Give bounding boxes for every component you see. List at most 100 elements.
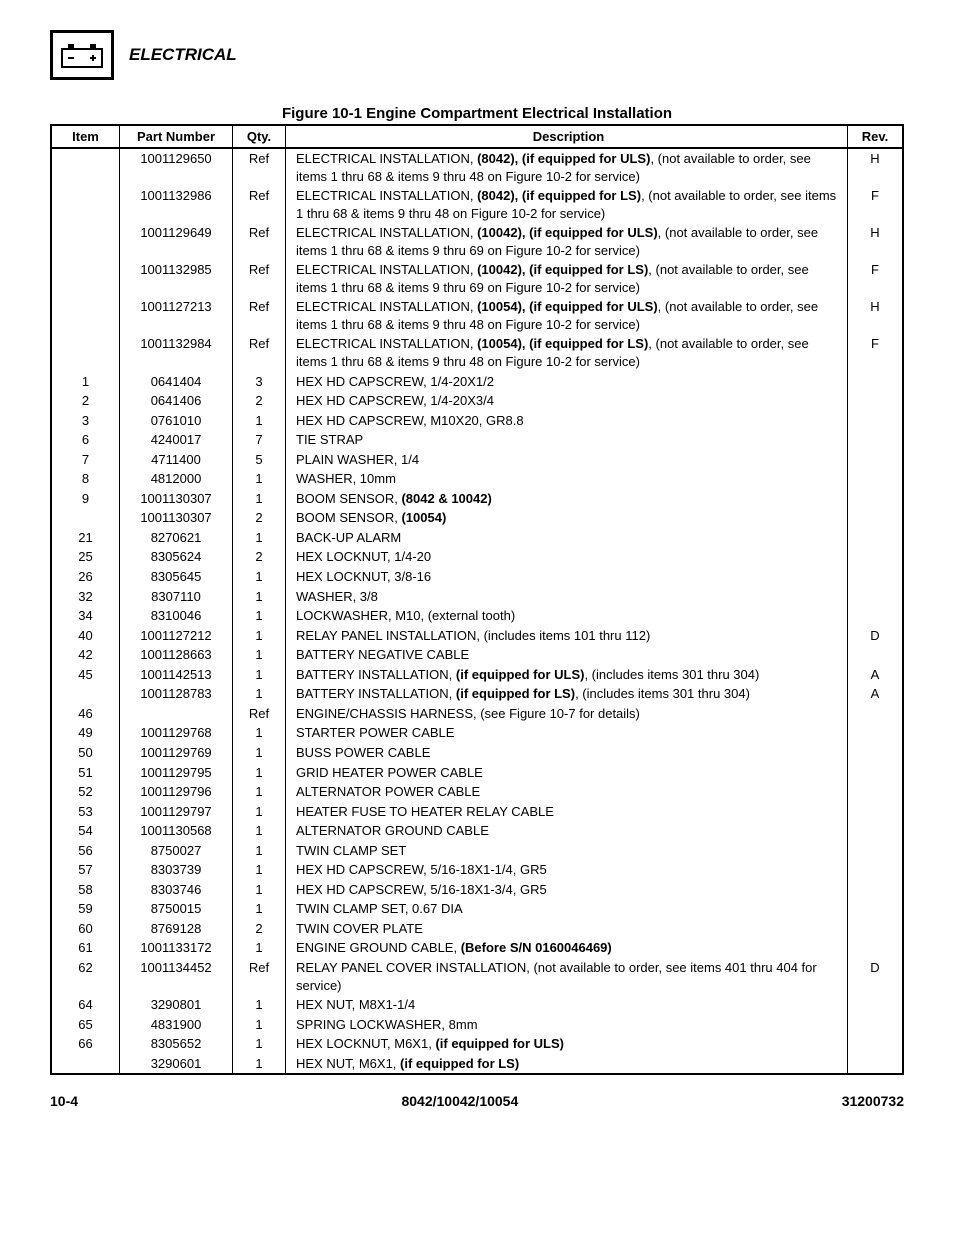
table-row: 1001132984RefELECTRICAL INSTALLATION, (1… [51, 334, 903, 371]
cell-qty: 1 [233, 684, 286, 704]
cell-item: 57 [51, 860, 120, 880]
table-row: 5110011297951GRID HEATER POWER CABLE [51, 763, 903, 783]
cell-part: 1001132986 [120, 186, 233, 223]
cell-rev [848, 547, 904, 567]
cell-item: 3 [51, 411, 120, 431]
cell-desc: HEX LOCKNUT, M6X1, (if equipped for ULS) [286, 1034, 848, 1054]
cell-qty: 1 [233, 1054, 286, 1075]
cell-item [51, 186, 120, 223]
table-row: 10011287831BATTERY INSTALLATION, (if equ… [51, 684, 903, 704]
cell-rev [848, 743, 904, 763]
cell-desc: WASHER, 10mm [286, 469, 848, 489]
cell-part: 1001129650 [120, 148, 233, 186]
col-part-header: Part Number [120, 125, 233, 148]
table-row: 4210011286631BATTERY NEGATIVE CABLE [51, 645, 903, 665]
table-row: 5010011297691BUSS POWER CABLE [51, 743, 903, 763]
cell-rev [848, 606, 904, 626]
cell-item [51, 334, 120, 371]
cell-part: 1001130307 [120, 489, 233, 509]
cell-qty: 1 [233, 880, 286, 900]
cell-part: 1001134452 [120, 958, 233, 995]
cell-item: 45 [51, 665, 120, 685]
cell-qty: Ref [233, 297, 286, 334]
cell-rev: F [848, 260, 904, 297]
cell-desc: SPRING LOCKWASHER, 8mm [286, 1015, 848, 1035]
cell-part: 1001127213 [120, 297, 233, 334]
cell-rev [848, 489, 904, 509]
cell-rev [848, 469, 904, 489]
cell-desc: BATTERY INSTALLATION, (if equipped for U… [286, 665, 848, 685]
cell-qty: Ref [233, 958, 286, 995]
cell-item: 49 [51, 723, 120, 743]
cell-rev [848, 411, 904, 431]
figure-title: Figure 10-1 Engine Compartment Electrica… [50, 105, 904, 122]
cell-item [51, 223, 120, 260]
cell-rev [848, 645, 904, 665]
cell-item [51, 297, 120, 334]
cell-item: 53 [51, 802, 120, 822]
cell-rev [848, 1015, 904, 1035]
cell-qty: 2 [233, 508, 286, 528]
cell-part: 1001129649 [120, 223, 233, 260]
cell-desc: HEX LOCKNUT, 1/4-20 [286, 547, 848, 567]
cell-part: 8307110 [120, 587, 233, 607]
col-rev-header: Rev. [848, 125, 904, 148]
cell-rev [848, 919, 904, 939]
cell-desc: HEX NUT, M8X1-1/4 [286, 995, 848, 1015]
cell-qty: 2 [233, 391, 286, 411]
footer-right: 31200732 [842, 1093, 904, 1109]
cell-rev [848, 821, 904, 841]
cell-part: 0641404 [120, 372, 233, 392]
cell-item [51, 148, 120, 186]
table-row: 6548319001SPRING LOCKWASHER, 8mm [51, 1015, 903, 1035]
cell-qty: 1 [233, 860, 286, 880]
table-row: 46RefENGINE/CHASSIS HARNESS, (see Figure… [51, 704, 903, 724]
cell-rev [848, 391, 904, 411]
cell-part: 1001130568 [120, 821, 233, 841]
cell-qty: Ref [233, 260, 286, 297]
cell-rev [848, 802, 904, 822]
cell-desc: ELECTRICAL INSTALLATION, (10042), (if eq… [286, 223, 848, 260]
cell-rev [848, 508, 904, 528]
table-row: 642400177TIE STRAP [51, 430, 903, 450]
cell-rev [848, 372, 904, 392]
cell-rev [848, 528, 904, 548]
cell-rev [848, 860, 904, 880]
cell-qty: 1 [233, 763, 286, 783]
cell-part: 1001129795 [120, 763, 233, 783]
cell-qty: 2 [233, 547, 286, 567]
parts-table: Item Part Number Qty. Description Rev. 1… [50, 124, 904, 1075]
table-row: 848120001WASHER, 10mm [51, 469, 903, 489]
cell-item: 7 [51, 450, 120, 470]
cell-part: 1001142513 [120, 665, 233, 685]
cell-part: 8305645 [120, 567, 233, 587]
cell-part: 1001129769 [120, 743, 233, 763]
cell-part: 1001129796 [120, 782, 233, 802]
cell-desc: HEX HD CAPSCREW, 5/16-18X1-1/4, GR5 [286, 860, 848, 880]
cell-item: 52 [51, 782, 120, 802]
cell-desc: BOOM SENSOR, (10054) [286, 508, 848, 528]
cell-part: 8303746 [120, 880, 233, 900]
table-row: 5410011305681ALTERNATOR GROUND CABLE [51, 821, 903, 841]
cell-desc: ELECTRICAL INSTALLATION, (10042), (if eq… [286, 260, 848, 297]
table-row: 32906011HEX NUT, M6X1, (if equipped for … [51, 1054, 903, 1075]
cell-rev [848, 567, 904, 587]
footer-center: 8042/10042/10054 [401, 1093, 518, 1109]
cell-desc: HEX NUT, M6X1, (if equipped for LS) [286, 1054, 848, 1075]
cell-rev [848, 723, 904, 743]
cell-rev: D [848, 626, 904, 646]
cell-item: 9 [51, 489, 120, 509]
cell-rev [848, 587, 904, 607]
table-row: 6683056521HEX LOCKNUT, M6X1, (if equippe… [51, 1034, 903, 1054]
cell-item: 8 [51, 469, 120, 489]
cell-part: 1001128783 [120, 684, 233, 704]
cell-part [120, 704, 233, 724]
cell-desc: ENGINE/CHASSIS HARNESS, (see Figure 10-7… [286, 704, 848, 724]
cell-rev [848, 430, 904, 450]
cell-item: 59 [51, 899, 120, 919]
cell-item: 58 [51, 880, 120, 900]
cell-rev [848, 1034, 904, 1054]
cell-desc: ALTERNATOR GROUND CABLE [286, 821, 848, 841]
cell-rev: H [848, 223, 904, 260]
cell-rev [848, 704, 904, 724]
